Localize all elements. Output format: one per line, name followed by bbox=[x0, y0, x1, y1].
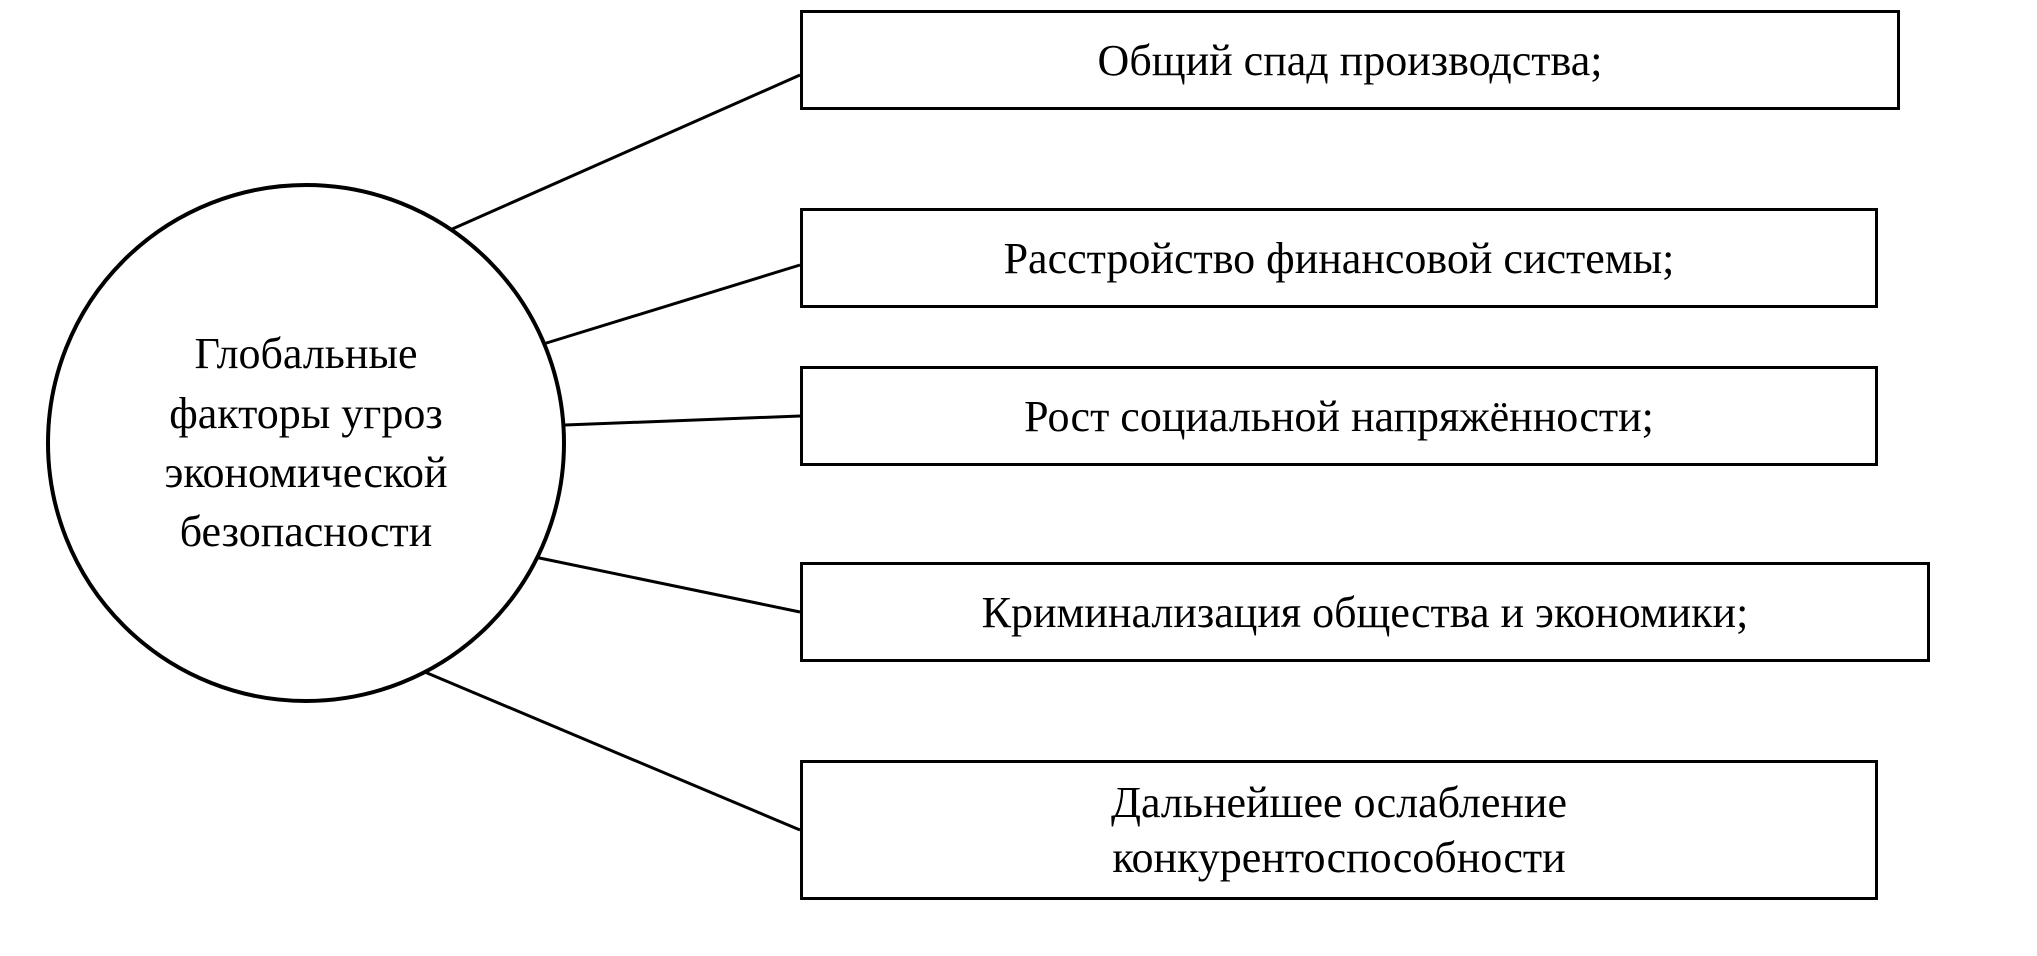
connector-line bbox=[540, 265, 800, 345]
factor-box-3: Криминализация общества и экономики; bbox=[800, 562, 1930, 662]
factor-box-label: Расстройство финансовой системы; bbox=[984, 231, 1695, 286]
connector-line bbox=[450, 75, 800, 230]
factor-box-0: Общий спад производства; bbox=[800, 10, 1900, 110]
connector-line bbox=[525, 555, 800, 612]
connector-line bbox=[420, 670, 800, 830]
central-node: Глобальныефакторы угрозэкономическойбезо… bbox=[46, 183, 566, 703]
factor-box-label: Дальнейшее ослаблениеконкурентоспособнос… bbox=[1091, 775, 1587, 885]
factor-box-1: Расстройство финансовой системы; bbox=[800, 208, 1878, 308]
connector-line bbox=[565, 416, 800, 425]
factor-box-label: Общий спад производства; bbox=[1078, 33, 1623, 88]
factor-box-2: Рост социальной напряжённости; bbox=[800, 366, 1878, 466]
factor-box-4: Дальнейшее ослаблениеконкурентоспособнос… bbox=[800, 760, 1878, 900]
diagram-container: Глобальныефакторы угрозэкономическойбезо… bbox=[0, 0, 2037, 956]
factor-box-label: Рост социальной напряжённости; bbox=[1004, 389, 1674, 444]
central-node-label: Глобальныефакторы угрозэкономическойбезо… bbox=[144, 324, 467, 562]
factor-box-label: Криминализация общества и экономики; bbox=[962, 585, 1769, 640]
